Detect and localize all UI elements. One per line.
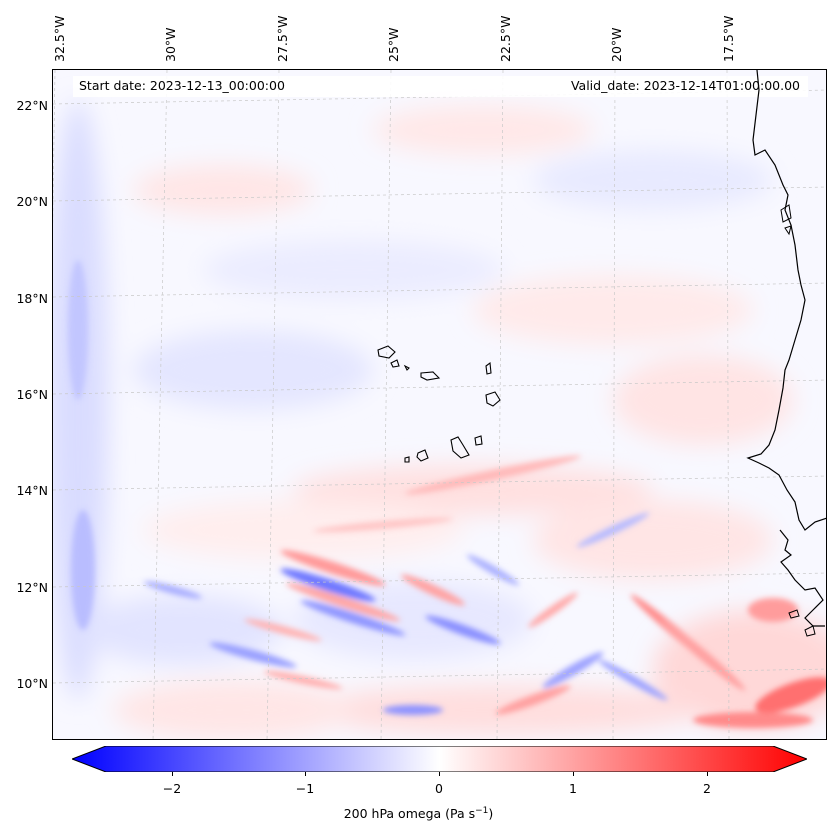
colorbar-title: 200 hPa omega (Pa s−1): [0, 806, 837, 821]
colorbar-title-close: ): [488, 806, 494, 822]
colorbar-tick-mark: [305, 772, 306, 776]
colorbar-tick-mark: [172, 772, 173, 776]
colorbar: [70, 745, 809, 773]
lat-label-10n: 10°N: [16, 676, 48, 691]
colorbar-title-text: 200 hPa omega (Pa s: [343, 806, 476, 822]
colorbar-gradient: [70, 745, 809, 773]
lat-label-16n: 16°N: [16, 387, 48, 402]
coastline: [746, 70, 826, 627]
colorbar-tick-label: 1: [569, 781, 577, 796]
lon-label-20w: 20°W: [609, 27, 624, 62]
gridlines: [53, 70, 826, 739]
omega-contour-field: [53, 70, 826, 739]
colorbar-tick-label: −1: [295, 781, 315, 796]
wave-streaks: [68, 260, 826, 728]
coastline-canary-tip: [780, 204, 792, 236]
lon-label-22-5w: 22.5°W: [498, 15, 513, 62]
lat-label-22n: 22°N: [16, 98, 48, 113]
colorbar-title-exponent: −1: [475, 806, 489, 816]
lat-label-20n: 20°N: [16, 194, 48, 209]
colorbar-tick-mark: [439, 772, 440, 776]
colorbar-tick-label: 2: [703, 781, 711, 796]
lon-label-30w: 30°W: [163, 27, 178, 62]
start-date-label: Start date: 2023-12-13_00:00:00: [79, 78, 285, 93]
lon-label-27-5w: 27.5°W: [275, 15, 290, 62]
lat-label-18n: 18°N: [16, 291, 48, 306]
map-panel[interactable]: Start date: 2023-12-13_00:00:00 Valid_da…: [52, 69, 827, 740]
lon-label-17-5w: 17.5°W: [721, 15, 736, 62]
lon-label-32-5w: 32.5°W: [52, 15, 67, 62]
label-banner: [73, 76, 808, 97]
colorbar-tick-mark: [573, 772, 574, 776]
lat-label-12n: 12°N: [16, 580, 48, 595]
coastline-islands-bijagos: [788, 609, 816, 637]
colorbar-tick-mark: [707, 772, 708, 776]
lat-label-14n: 14°N: [16, 483, 48, 498]
valid-date-label: Valid_date: 2023-12-14T01:00:00.00: [570, 78, 800, 93]
colorbar-tick-label: 0: [435, 781, 443, 796]
lon-label-25w: 25°W: [386, 27, 401, 62]
cape-verde-islands: [377, 345, 501, 463]
colorbar-tick-label: −2: [162, 781, 182, 796]
